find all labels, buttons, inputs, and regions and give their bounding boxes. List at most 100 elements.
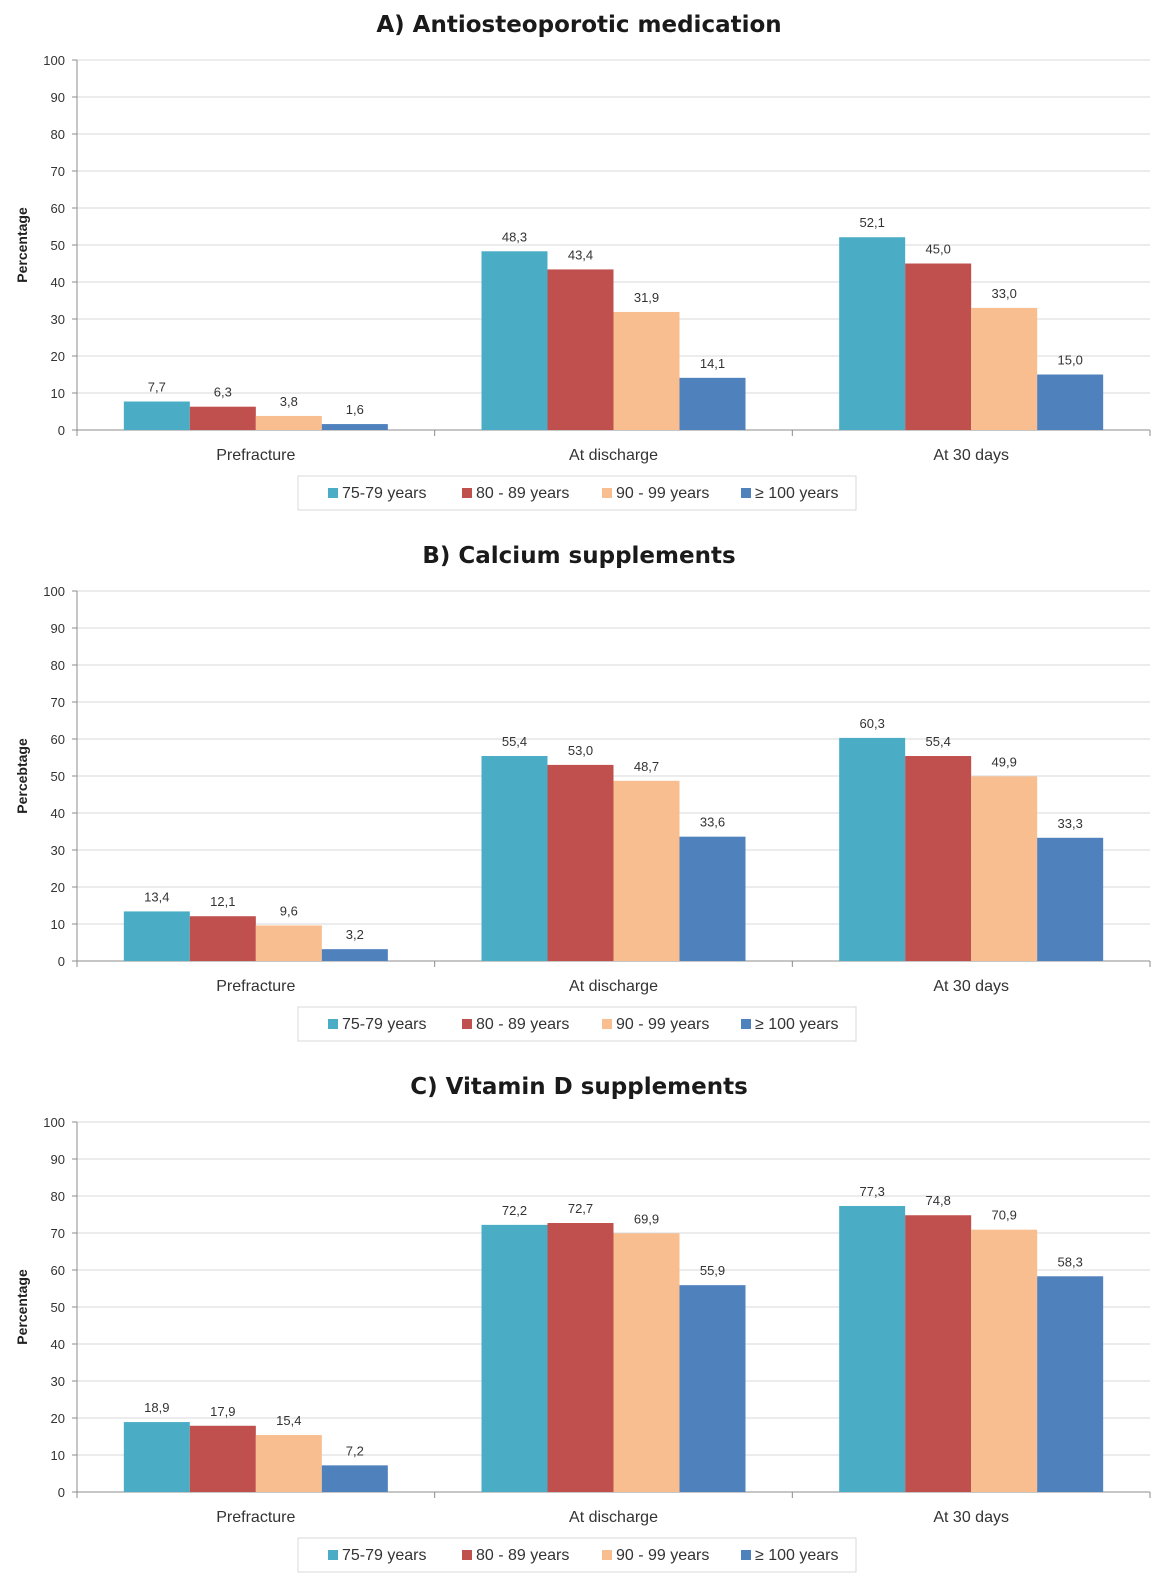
legend-box bbox=[297, 475, 857, 511]
data-label: 7,7 bbox=[148, 380, 166, 395]
data-label: 69,9 bbox=[634, 1211, 659, 1226]
bar bbox=[613, 311, 680, 430]
category-label: At 30 days bbox=[933, 978, 1009, 995]
bar bbox=[971, 307, 1038, 430]
y-axis-label: Percebtage bbox=[14, 738, 30, 814]
y-tick-label: 30 bbox=[51, 843, 65, 858]
data-label: 9,6 bbox=[280, 903, 298, 918]
y-tick-label: 10 bbox=[51, 386, 65, 401]
data-label: 6,3 bbox=[214, 385, 232, 400]
data-label: 72,2 bbox=[502, 1203, 527, 1218]
data-label: 31,9 bbox=[634, 290, 659, 305]
bar bbox=[679, 377, 746, 430]
y-tick-label: 90 bbox=[51, 1152, 65, 1167]
legend-label: ≥ 100 years bbox=[755, 1016, 839, 1033]
bar bbox=[255, 1435, 322, 1492]
category-label: Prefracture bbox=[216, 1509, 295, 1526]
y-tick-label: 70 bbox=[51, 164, 65, 179]
data-label: 3,8 bbox=[280, 394, 298, 409]
y-tick-label: 70 bbox=[51, 1226, 65, 1241]
y-axis-label: Percentage bbox=[14, 207, 30, 283]
bar bbox=[189, 406, 256, 430]
bar bbox=[905, 263, 972, 430]
data-label: 33,3 bbox=[1058, 816, 1083, 831]
bar bbox=[123, 1422, 190, 1492]
bar bbox=[321, 949, 388, 961]
y-tick-label: 10 bbox=[51, 917, 65, 932]
legend-swatch bbox=[328, 488, 338, 498]
data-label: 13,4 bbox=[144, 889, 169, 904]
y-tick-label: 50 bbox=[51, 1300, 65, 1315]
bar bbox=[255, 415, 322, 430]
y-tick-label: 50 bbox=[51, 238, 65, 253]
bar bbox=[189, 1425, 256, 1492]
chart-svg: C) Vitamin D supplements Percentage 0 10 20 3… bbox=[14, 1074, 1151, 1573]
y-tick-label: 0 bbox=[58, 954, 65, 969]
bar bbox=[547, 1223, 614, 1492]
bar bbox=[255, 925, 322, 961]
data-label: 52,1 bbox=[860, 215, 885, 230]
bar bbox=[481, 251, 548, 430]
chart-svg: A) Antiosteoporotic medication Percentage… bbox=[14, 12, 1151, 511]
legend-label: 75-79 years bbox=[342, 1016, 427, 1033]
legend-swatch bbox=[741, 1550, 751, 1560]
data-label: 17,9 bbox=[210, 1404, 235, 1419]
chart-panel-vitamin-d: C) Vitamin D supplements Percentage 0 10 20 3… bbox=[0, 1062, 1159, 1593]
bar bbox=[189, 916, 256, 961]
bar bbox=[123, 911, 190, 961]
data-label: 3,2 bbox=[346, 927, 364, 942]
legend-box bbox=[297, 1006, 857, 1042]
category-label: Prefracture bbox=[216, 978, 295, 995]
bar bbox=[123, 401, 190, 430]
bar bbox=[481, 756, 548, 961]
bar bbox=[547, 764, 614, 961]
data-label: 55,4 bbox=[926, 734, 951, 749]
y-tick-label: 80 bbox=[51, 658, 65, 673]
bar bbox=[1037, 1276, 1104, 1492]
bar bbox=[547, 269, 614, 430]
legend-label: 90 - 99 years bbox=[616, 485, 709, 502]
bar bbox=[613, 780, 680, 961]
data-label: 14,1 bbox=[700, 356, 725, 371]
chart-panel-calcium: B) Calcium supplements Percebtage 0 10 20 30 4… bbox=[0, 531, 1159, 1062]
y-tick-label: 100 bbox=[43, 1115, 65, 1130]
category-label: At discharge bbox=[569, 447, 658, 464]
legend-swatch bbox=[328, 1550, 338, 1560]
bar bbox=[481, 1224, 548, 1492]
bar bbox=[839, 237, 906, 430]
legend-swatch bbox=[741, 488, 751, 498]
bar bbox=[679, 1285, 746, 1492]
data-label: 74,8 bbox=[926, 1193, 951, 1208]
chart-title: A) Antiosteoporotic medication bbox=[376, 12, 781, 38]
y-tick-label: 90 bbox=[51, 90, 65, 105]
bar bbox=[971, 776, 1038, 961]
y-tick-label: 100 bbox=[43, 584, 65, 599]
bar bbox=[905, 1215, 972, 1492]
category-label: At 30 days bbox=[933, 447, 1009, 464]
chart-title: C) Vitamin D supplements bbox=[410, 1074, 748, 1100]
category-label: At discharge bbox=[569, 978, 658, 995]
y-tick-label: 60 bbox=[51, 732, 65, 747]
data-label: 60,3 bbox=[860, 716, 885, 731]
y-tick-label: 70 bbox=[51, 695, 65, 710]
chart-title: B) Calcium supplements bbox=[422, 543, 735, 569]
category-label: At discharge bbox=[569, 1509, 658, 1526]
category-label: Prefracture bbox=[216, 447, 295, 464]
data-label: 33,0 bbox=[992, 286, 1017, 301]
data-label: 55,4 bbox=[502, 734, 527, 749]
data-label: 7,2 bbox=[346, 1443, 364, 1458]
data-label: 15,0 bbox=[1058, 353, 1083, 368]
data-label: 77,3 bbox=[860, 1184, 885, 1199]
y-tick-label: 40 bbox=[51, 275, 65, 290]
legend-label: 80 - 89 years bbox=[476, 485, 569, 502]
legend-box bbox=[297, 1537, 857, 1573]
legend-label: 75-79 years bbox=[342, 485, 427, 502]
y-tick-label: 60 bbox=[51, 201, 65, 216]
y-axis-label: Percentage bbox=[14, 1269, 30, 1345]
y-tick-label: 0 bbox=[58, 423, 65, 438]
data-label: 53,0 bbox=[568, 743, 593, 758]
legend-label: ≥ 100 years bbox=[755, 1547, 839, 1564]
y-tick-label: 20 bbox=[51, 349, 65, 364]
bar bbox=[1037, 374, 1104, 430]
y-tick-label: 30 bbox=[51, 312, 65, 327]
